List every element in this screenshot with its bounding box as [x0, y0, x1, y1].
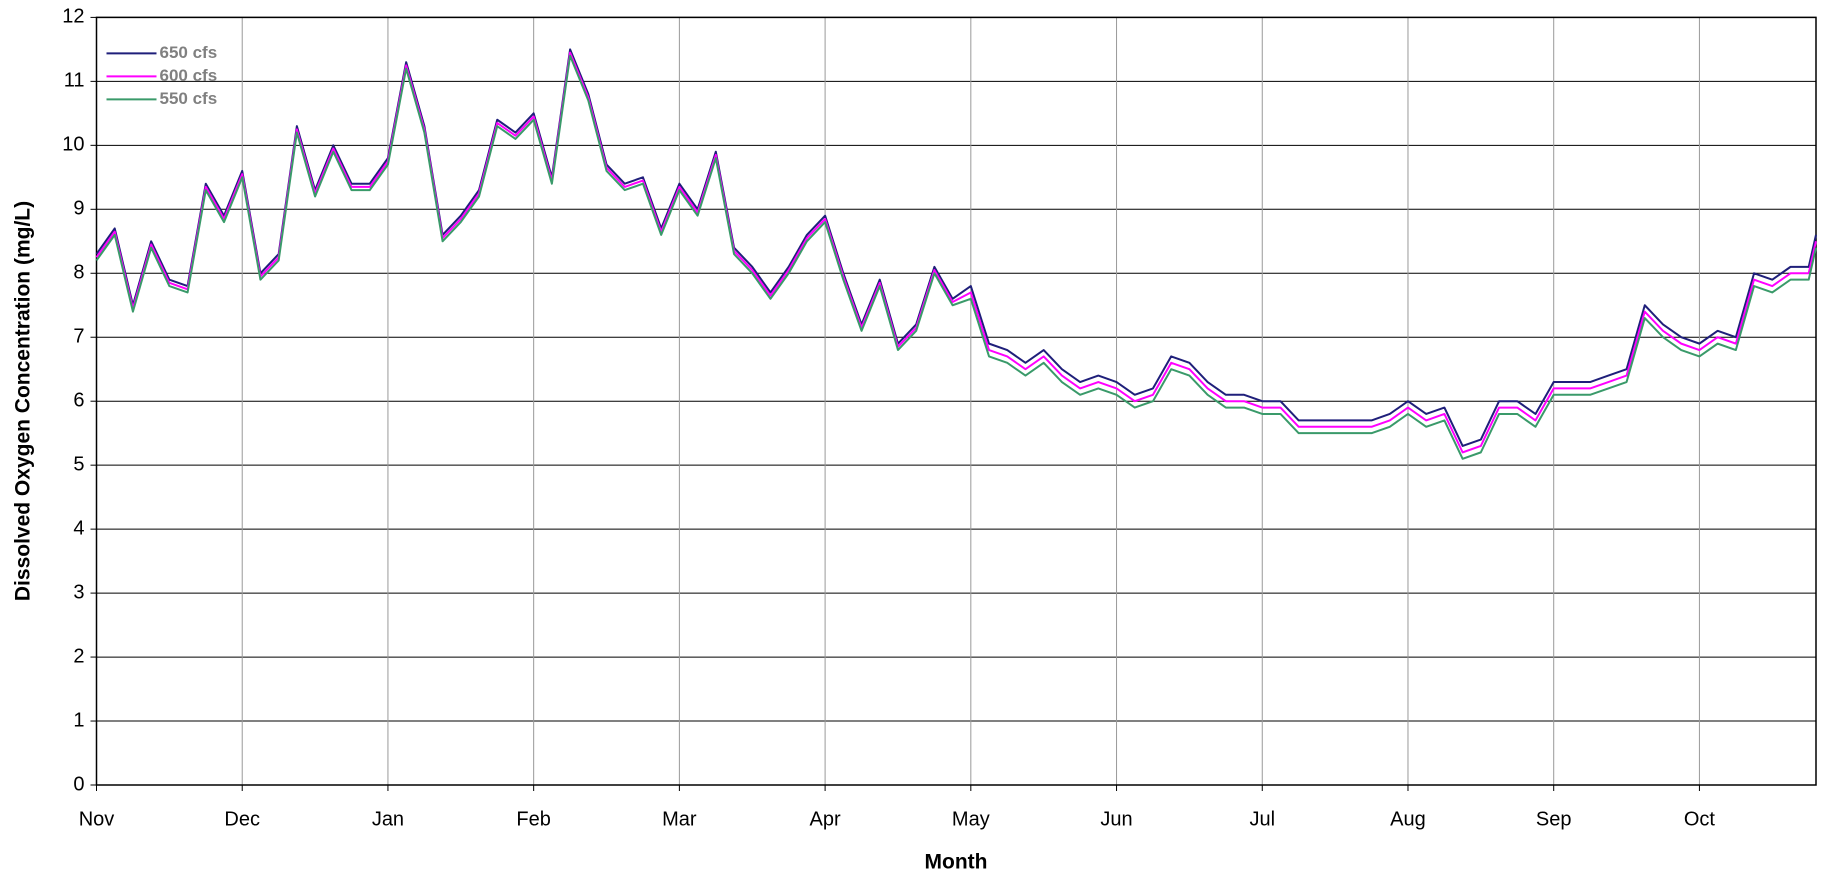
y-tick-label: 10 [62, 134, 84, 156]
x-tick-label: Oct [1684, 808, 1716, 830]
x-tick-label: Aug [1390, 808, 1426, 830]
y-tick-label: 3 [73, 581, 84, 603]
data-line [95, 48, 1817, 447]
y-tick-label: 11 [64, 70, 85, 92]
x-tick-label: Nov [79, 808, 115, 830]
x-tick-label: Jul [1249, 808, 1275, 830]
y-tick-label: 7 [73, 326, 84, 348]
y-tick-label: 8 [73, 262, 84, 284]
legend-label: 650 cfs [160, 43, 218, 62]
x-tick-label: May [952, 808, 990, 830]
data-line [95, 54, 1817, 460]
x-axis-title: Month [925, 851, 988, 874]
y-axis-title: Dissolved Oxygen Concentration (mg/L) [12, 201, 35, 601]
y-tick-label: 1 [73, 709, 84, 731]
y-tick-label: 12 [62, 6, 84, 28]
x-tick-label: Sep [1536, 808, 1572, 830]
x-tick-label: Jan [372, 808, 404, 830]
y-tick-label: 4 [73, 517, 84, 539]
legend-label: 550 cfs [160, 89, 218, 108]
x-tick-label: Apr [810, 808, 841, 830]
plot-frame [95, 16, 1817, 786]
y-tick-label: 2 [73, 645, 84, 667]
x-tick-label: Dec [224, 808, 260, 830]
y-tick-label: 0 [73, 773, 84, 795]
x-tick-label: Jun [1100, 808, 1132, 830]
y-tick-label: 9 [73, 198, 84, 220]
x-tick-label: Mar [662, 808, 697, 830]
data-line [95, 51, 1817, 454]
y-tick-label: 6 [73, 389, 84, 411]
x-tick-label: Feb [516, 808, 550, 830]
y-tick-label: 5 [73, 453, 84, 475]
legend-label: 600 cfs [160, 66, 218, 85]
